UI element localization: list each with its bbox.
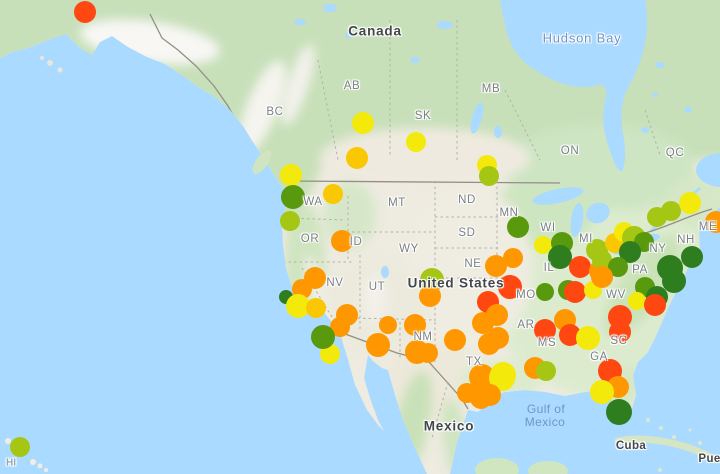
map-marker[interactable] (280, 211, 300, 231)
map-marker[interactable] (472, 312, 494, 334)
map-marker[interactable] (662, 269, 686, 293)
map-marker[interactable] (346, 147, 368, 169)
map-marker[interactable] (608, 257, 628, 277)
map-marker[interactable] (591, 266, 613, 288)
yucatan (475, 458, 519, 474)
cuba-island (614, 435, 720, 464)
map-marker[interactable] (406, 132, 426, 152)
map-marker[interactable] (569, 256, 591, 278)
map-marker[interactable] (419, 285, 441, 307)
map-marker[interactable] (534, 319, 556, 341)
map-marker[interactable] (564, 281, 586, 303)
map-marker[interactable] (534, 236, 552, 254)
lake-winnipeg (470, 102, 484, 134)
map-marker[interactable] (485, 255, 507, 277)
map-marker[interactable] (628, 292, 646, 310)
map-marker[interactable] (281, 185, 305, 209)
map-marker[interactable] (705, 211, 720, 233)
map-marker[interactable] (311, 325, 335, 349)
map-marker[interactable] (379, 316, 397, 334)
map-marker[interactable] (404, 314, 426, 336)
map-marker[interactable] (444, 329, 466, 351)
map-marker[interactable] (479, 384, 501, 406)
vancouver-island (252, 150, 272, 174)
map-marker[interactable] (479, 166, 499, 186)
map-marker[interactable] (619, 241, 641, 263)
map-marker[interactable] (320, 344, 340, 364)
map-marker[interactable] (323, 184, 343, 204)
lake-michigan (570, 203, 584, 237)
map-marker[interactable] (679, 192, 701, 214)
map-marker[interactable] (661, 201, 681, 221)
map-marker[interactable] (74, 1, 96, 23)
bahamas (646, 418, 702, 472)
map-marker[interactable] (280, 164, 302, 186)
map-marker[interactable] (576, 326, 600, 350)
map-marker[interactable] (487, 327, 509, 349)
map-marker[interactable] (644, 294, 666, 316)
map-marker[interactable] (606, 399, 632, 425)
map-marker[interactable] (559, 324, 581, 346)
yucatan-2 (528, 461, 568, 474)
map-marker[interactable] (366, 333, 390, 357)
map-marker[interactable] (306, 298, 326, 318)
map-marker[interactable] (405, 340, 429, 364)
map-marker[interactable] (681, 246, 703, 268)
map-marker[interactable] (331, 230, 353, 252)
hudson-bay (500, 0, 648, 172)
map-marker[interactable] (590, 380, 614, 404)
map-marker[interactable] (536, 361, 556, 381)
map-marker[interactable] (503, 248, 523, 268)
map-marker[interactable] (548, 245, 572, 269)
map-marker[interactable] (330, 317, 350, 337)
map-marker[interactable] (498, 275, 522, 299)
map-marker[interactable] (536, 283, 554, 301)
lake-huron (586, 202, 610, 224)
hawaii-islands (5, 438, 48, 472)
map-marker[interactable] (507, 216, 529, 238)
map-marker[interactable] (352, 112, 374, 134)
great-salt-lake (381, 266, 389, 278)
lake-superior (532, 187, 584, 205)
islands (5, 56, 720, 474)
map-marker[interactable] (10, 437, 30, 457)
map-marker[interactable] (592, 250, 612, 270)
map-marker[interactable] (609, 321, 631, 343)
